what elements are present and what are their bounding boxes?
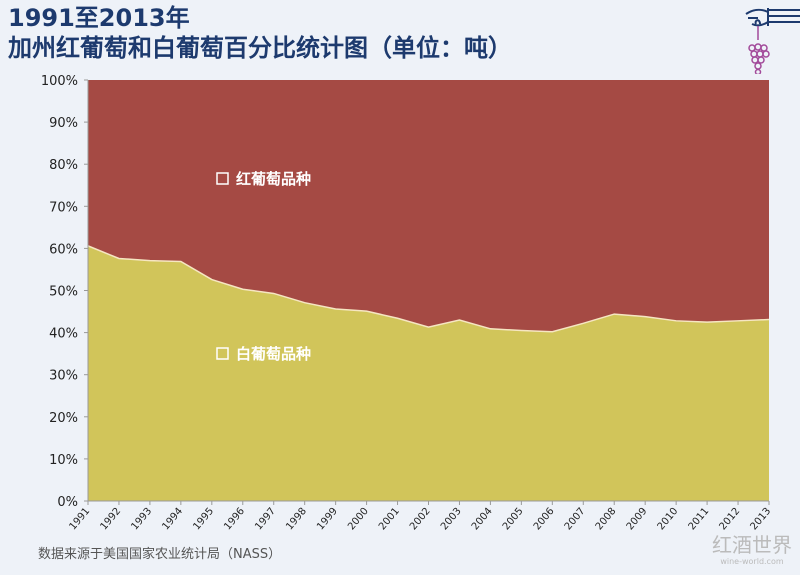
x-tick-label: 2006 bbox=[532, 506, 557, 533]
x-tick-label: 1992 bbox=[98, 506, 123, 533]
x-tick-label: 2011 bbox=[687, 506, 712, 533]
x-tick-label: 2013 bbox=[749, 506, 774, 533]
x-tick-label: 1996 bbox=[222, 506, 247, 533]
x-tick-label: 2009 bbox=[625, 506, 650, 533]
x-tick-label: 1997 bbox=[253, 506, 278, 533]
x-tick-label: 2004 bbox=[470, 506, 495, 533]
x-tick-label: 2008 bbox=[594, 506, 619, 533]
series-boundary-line bbox=[87, 245, 770, 333]
x-tick-label: 1994 bbox=[160, 506, 185, 533]
area-white-grapes bbox=[88, 245, 769, 501]
x-tick-label: 1993 bbox=[129, 506, 154, 533]
x-tick-label: 2007 bbox=[563, 506, 588, 533]
hand-holding-grapes-icon bbox=[745, 8, 800, 74]
brand-name: 红酒世界 bbox=[712, 533, 792, 557]
brand-watermark: 红酒世界 wine-world.com bbox=[712, 534, 792, 567]
y-tick-label: 40% bbox=[49, 327, 78, 342]
y-tick-label: 50% bbox=[49, 285, 78, 300]
y-tick-label: 10% bbox=[49, 453, 78, 468]
brand-url: wine-world.com bbox=[720, 557, 784, 566]
y-tick-label: 0% bbox=[57, 495, 78, 510]
data-source-note: 数据来源于美国国家农业统计局（NASS） bbox=[38, 547, 282, 562]
x-tick-label: 2012 bbox=[718, 506, 743, 533]
x-tick-label: 2005 bbox=[501, 506, 526, 533]
x-tick-label: 2000 bbox=[346, 506, 371, 533]
y-tick-label: 90% bbox=[49, 116, 78, 131]
x-tick-label: 1995 bbox=[191, 506, 216, 533]
y-tick-label: 80% bbox=[49, 158, 78, 173]
y-tick-label: 20% bbox=[49, 411, 78, 426]
x-tick-label: 2002 bbox=[408, 506, 433, 533]
x-tick-label: 1999 bbox=[315, 506, 340, 533]
x-tick-label: 2001 bbox=[377, 506, 402, 533]
chart-title-line1: 1991至2013年 bbox=[8, 4, 190, 32]
chart-title-line2: 加州红葡萄和白葡萄百分比统计图（单位：吨） bbox=[8, 34, 512, 62]
y-tick-label: 30% bbox=[49, 369, 78, 384]
x-tick-label: 1998 bbox=[284, 506, 309, 533]
legend-marker-red bbox=[216, 172, 229, 185]
legend-marker-white bbox=[216, 347, 229, 360]
x-tick-label: 2010 bbox=[656, 506, 681, 533]
x-tick-label: 2003 bbox=[439, 506, 464, 533]
y-tick-label: 60% bbox=[49, 242, 78, 257]
legend-label-white: 白葡萄品种 bbox=[236, 345, 311, 363]
y-tick-label: 100% bbox=[41, 74, 78, 89]
legend-label-red: 红葡萄品种 bbox=[236, 170, 311, 188]
y-tick-label: 70% bbox=[49, 200, 78, 215]
